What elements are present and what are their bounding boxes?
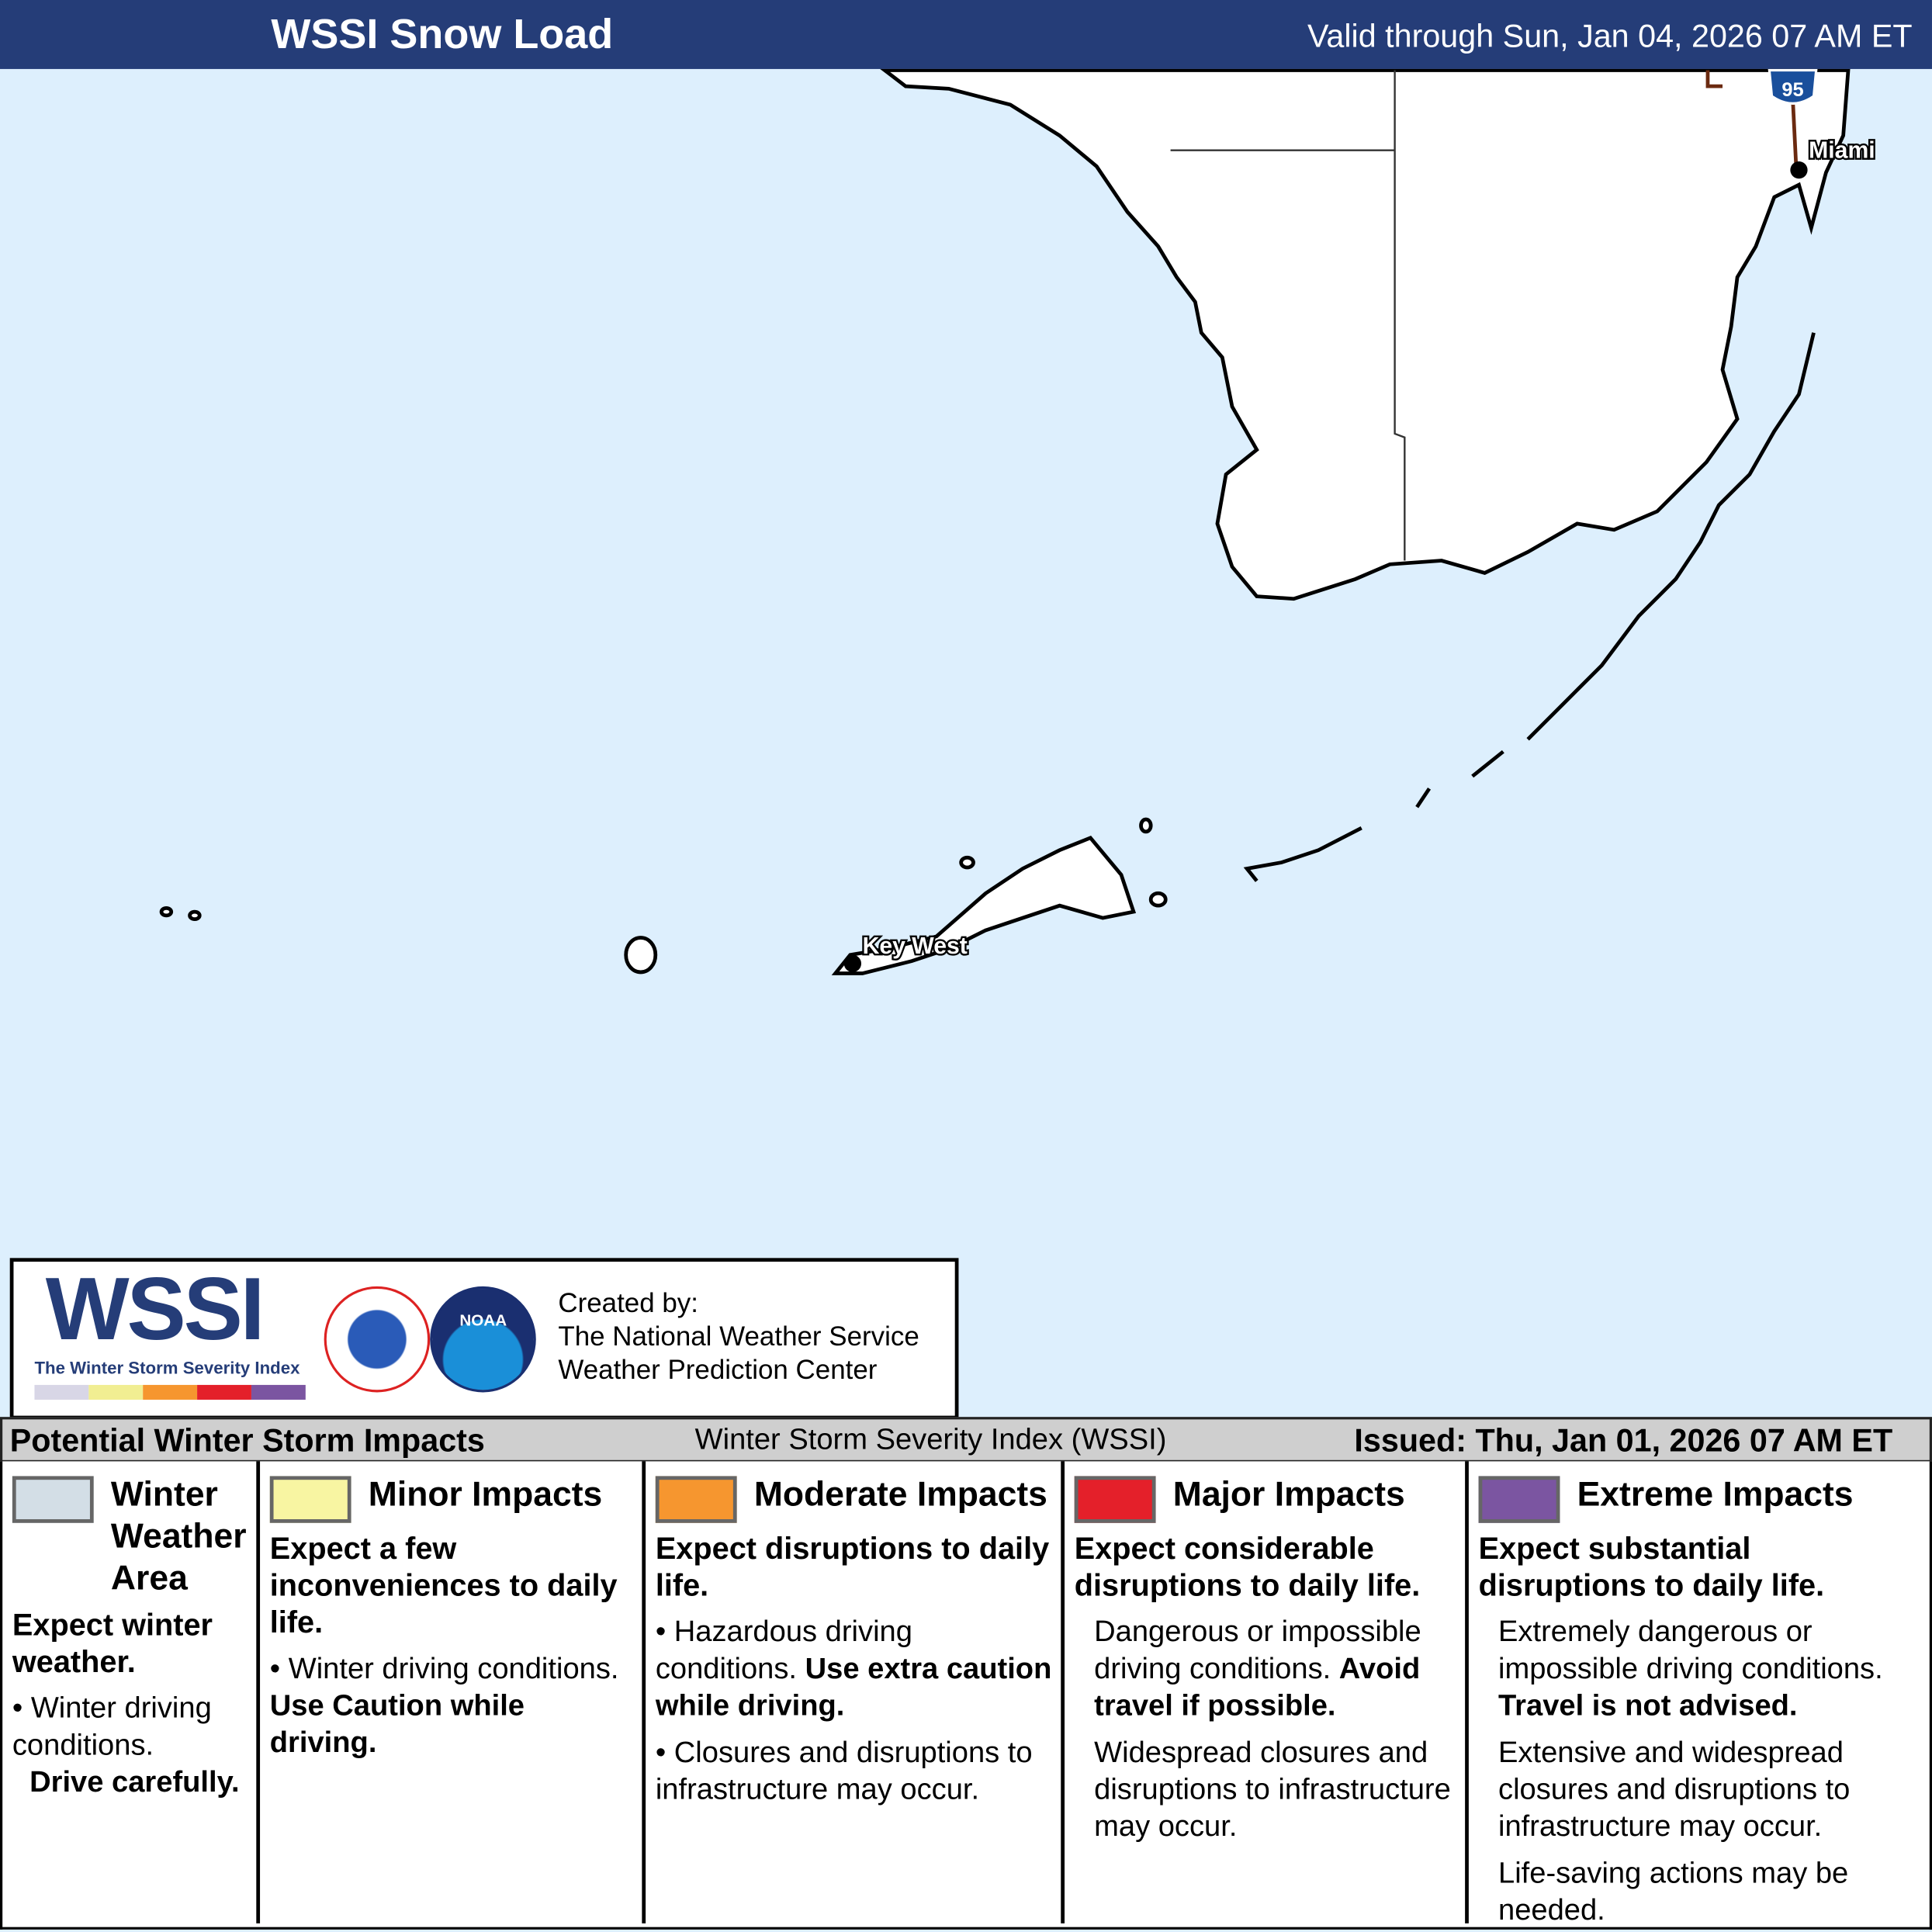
lower-keys [159,817,1168,975]
noaa-logo: NOAA [430,1286,536,1393]
svg-text:95: 95 [1781,79,1803,101]
valid-time: Valid through Sun, Jan 04, 2026 07 AM ET [1307,17,1913,54]
issued-time: Issued: Thu, Jan 01, 2026 07 AM ET [1354,1421,1893,1459]
county-lines [1170,70,1406,561]
legend-major: Major Impacts Expect considerable disrup… [1061,1461,1465,1923]
city-marker-key-west [843,954,862,972]
i95-shield: 95 [1768,68,1818,105]
florida-mainland [880,68,1851,601]
legend-winter-weather-area: Winter Weather Area Expect winter weathe… [12,1474,247,1799]
map-title: WSSI Snow Load [271,11,614,58]
impact-legend: Winter Weather Area Expect winter weathe… [0,1461,1932,1930]
highway-i95 [1705,70,1799,173]
legend-header: Potential Winter Storm Impacts Winter St… [0,1417,1932,1463]
header: WSSI Snow Load Valid through Sun, Jan 04… [0,0,1932,69]
legend-moderate: Moderate Impacts Expect disruptions to d… [642,1461,1061,1923]
legend-extreme: Extreme Impacts Expect substantial disru… [1465,1461,1930,1927]
legend-minor: Minor Impacts Expect a few inconvenience… [256,1461,642,1923]
credits-box: WSSI The Winter Storm Severity Index NOA… [9,1258,959,1420]
wssi-subtitle: The Winter Storm Severity Index [34,1357,300,1378]
city-label-miami: Miami [1809,137,1875,163]
map[interactable]: 95 Miami Key West [0,68,1932,1417]
severity-color-bar [34,1384,306,1400]
florida-keys [1243,332,1816,882]
nws-logo [324,1286,431,1393]
created-by: Created by: The National Weather Service… [558,1287,919,1385]
city-label-key-west: Key West [863,933,968,959]
wssi-logo: WSSI [45,1260,265,1359]
city-marker-miami [1790,161,1808,179]
